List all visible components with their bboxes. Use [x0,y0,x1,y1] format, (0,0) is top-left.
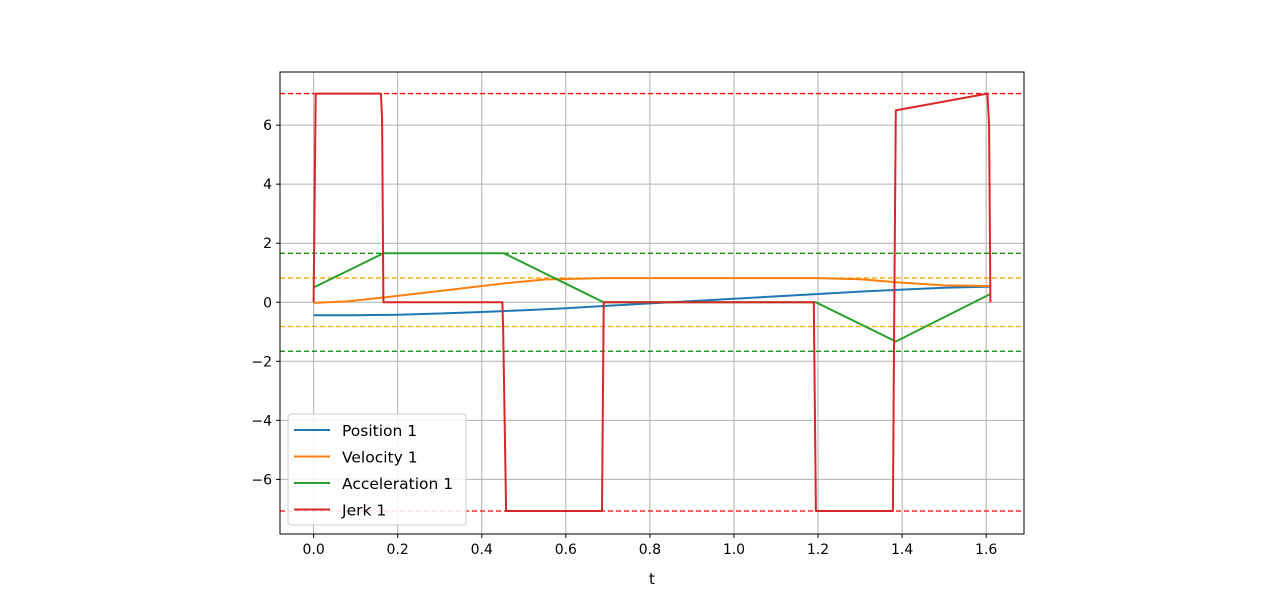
y-tick-label: −6 [251,472,272,488]
legend: Position 1 Velocity 1 Acceleration 1 Jerk 1 [287,413,467,526]
y-tick-label: 4 [263,177,272,193]
y-tick-label: 2 [263,236,272,252]
plot-area [279,71,1025,535]
x-tick-label: 0.0 [302,542,324,558]
series-lines [312,92,992,512]
x-tick-label: 0.2 [387,542,409,558]
y-tick-label: 6 [263,118,272,134]
x-tick-label: 0.4 [471,542,493,558]
y-tick-label: −4 [251,413,272,429]
x-tick-label: 1.4 [891,542,913,558]
series-line-position-1 [313,285,991,317]
x-tick-label: 0.8 [639,542,661,558]
x-tick-label: 1.0 [723,542,745,558]
y-tick-label: −2 [251,354,272,370]
legend-box [287,413,467,526]
series-line-jerk-1 [312,92,992,512]
x-axis-label: t [649,570,655,588]
y-tick-label: 0 [263,295,272,311]
legend-label: Acceleration 1 [342,475,453,493]
axis-ticks: 0.0 0.2 0.4 0.6 0.8 1.0 1.2 1.4 1.6 −6 −4 −2 0 2 4 6 [251,118,997,558]
x-tick-label: 1.2 [807,542,829,558]
x-tick-label: 0.6 [555,542,577,558]
x-tick-label: 1.6 [975,542,997,558]
legend-label: Position 1 [342,422,417,440]
legend-label: Jerk 1 [341,502,386,520]
series-line-acceleration-1 [313,252,991,343]
legend-label: Velocity 1 [342,449,418,467]
